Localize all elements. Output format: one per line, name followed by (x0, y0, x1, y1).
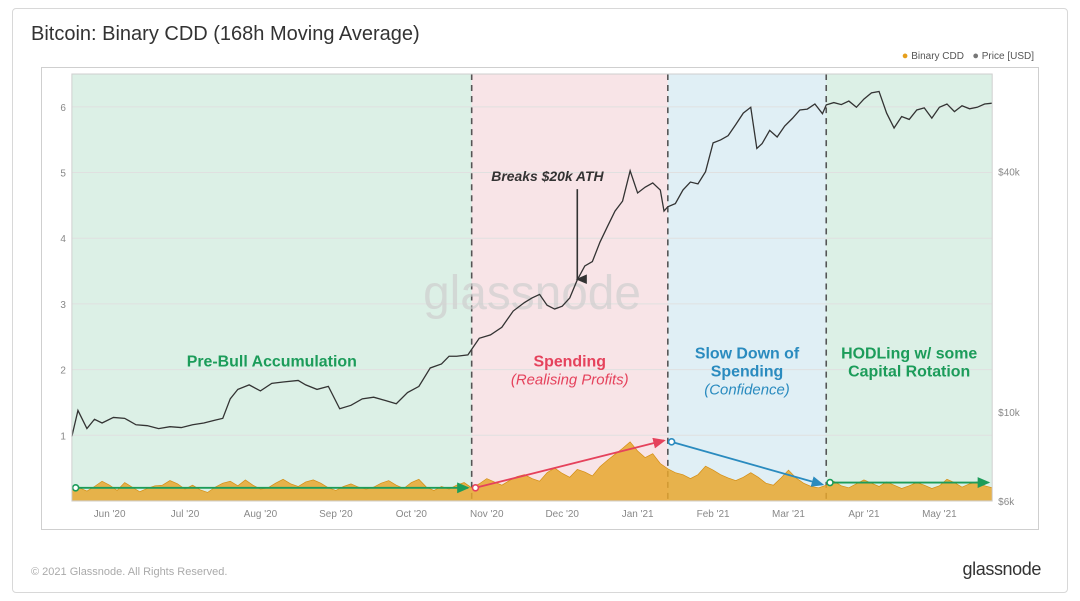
svg-text:Nov '20: Nov '20 (470, 509, 504, 520)
svg-text:Jul '20: Jul '20 (171, 509, 200, 520)
svg-text:4: 4 (60, 234, 66, 245)
legend: ● Binary CDD ● Price [USD] (902, 50, 1034, 62)
chart-svg: 1 2 3 4 5 6 $6k $10k $40k Jun '20 Jul '20 Aug '20 Se… (42, 68, 1038, 529)
svg-text:Spending: Spending (711, 363, 784, 380)
svg-text:1: 1 (60, 431, 66, 442)
svg-text:2: 2 (60, 366, 66, 377)
svg-text:Dec '20: Dec '20 (545, 509, 579, 520)
svg-text:Sep '20: Sep '20 (319, 509, 353, 520)
svg-text:glassnode: glassnode (423, 267, 641, 320)
svg-text:Feb '21: Feb '21 (697, 509, 730, 520)
svg-text:(Realising Profits): (Realising Profits) (511, 371, 629, 388)
svg-text:HODLing w/ some: HODLing w/ some (841, 345, 977, 362)
svg-text:Pre-Bull Accumulation: Pre-Bull Accumulation (187, 353, 357, 370)
svg-text:6: 6 (60, 103, 66, 114)
svg-text:$6k: $6k (998, 497, 1014, 508)
svg-text:Slow Down of: Slow Down of (695, 345, 800, 362)
legend-label-cdd: Binary CDD (911, 51, 964, 62)
svg-text:Mar '21: Mar '21 (772, 509, 805, 520)
svg-text:Spending: Spending (533, 353, 606, 370)
svg-text:Jan '21: Jan '21 (622, 509, 654, 520)
svg-text:5: 5 (60, 169, 66, 180)
legend-dot-cdd: ● (902, 50, 909, 62)
legend-label-price: Price [USD] (982, 51, 1034, 62)
svg-text:3: 3 (60, 300, 66, 311)
brand-logo: glassnode (963, 559, 1041, 580)
svg-text:May '21: May '21 (922, 509, 957, 520)
copyright-text: © 2021 Glassnode. All Rights Reserved. (31, 566, 227, 578)
svg-text:Breaks $20k ATH: Breaks $20k ATH (491, 168, 604, 184)
svg-text:Aug '20: Aug '20 (244, 509, 278, 520)
svg-text:(Confidence): (Confidence) (704, 381, 789, 398)
svg-text:Apr '21: Apr '21 (848, 509, 880, 520)
svg-text:Capital Rotation: Capital Rotation (848, 363, 970, 380)
chart-title: Bitcoin: Binary CDD (168h Moving Average… (31, 23, 420, 46)
svg-text:$40k: $40k (998, 167, 1020, 178)
chart-card: Bitcoin: Binary CDD (168h Moving Average… (12, 8, 1068, 593)
legend-dot-price: ● (972, 50, 979, 62)
plot-area: ● Binary CDD ● Price [USD] 123456$6k$10k… (41, 67, 1039, 530)
svg-text:Jun '20: Jun '20 (94, 509, 126, 520)
svg-text:$10k: $10k (998, 408, 1020, 419)
svg-text:Oct '20: Oct '20 (396, 509, 428, 520)
